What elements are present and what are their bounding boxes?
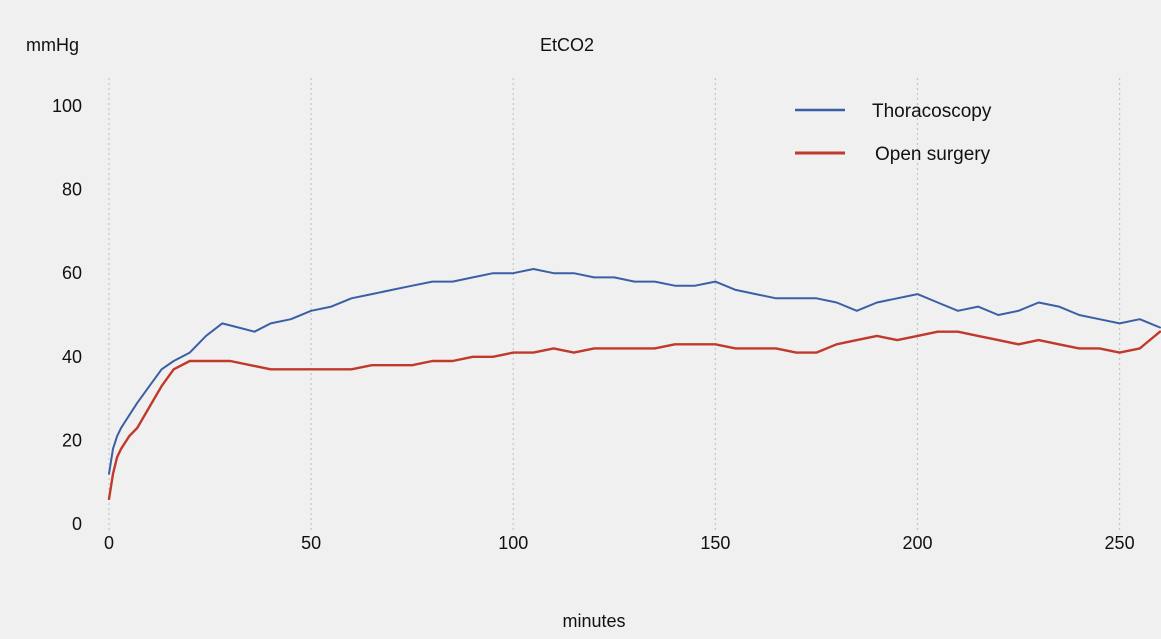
x-tick-label-250: 250 (1105, 533, 1135, 553)
y-tick-label-100: 100 (52, 96, 82, 116)
y-tick-label-40: 40 (62, 347, 82, 367)
legend-label-open-surgery: Open surgery (875, 144, 991, 165)
x-tick-label-100: 100 (498, 533, 528, 553)
y-axis-label: mmHg (26, 35, 79, 55)
series-line-open-surgery (107, 330, 1161, 501)
y-tick-label-20: 20 (62, 430, 82, 450)
chart-title: EtCO2 (540, 35, 594, 55)
grid-layer (108, 78, 1121, 530)
series-layer (107, 268, 1161, 501)
tick-layer: 0 50 100 150 200 250 0 20 40 60 80 100 (52, 96, 1135, 553)
y-tick-label-80: 80 (62, 180, 82, 200)
y-tick-label-60: 60 (62, 263, 82, 283)
x-axis-label: minutes (562, 611, 625, 631)
x-tick-label-50: 50 (301, 533, 321, 553)
x-tick-label-200: 200 (902, 533, 932, 553)
x-tick-label-150: 150 (700, 533, 730, 553)
series-line-thoracoscopy (108, 268, 1161, 475)
y-tick-label-0: 0 (72, 514, 82, 534)
x-tick-label-0: 0 (104, 533, 114, 553)
legend: Thoracoscopy Open surgery (795, 101, 992, 165)
legend-label-thoracoscopy: Thoracoscopy (872, 101, 992, 122)
